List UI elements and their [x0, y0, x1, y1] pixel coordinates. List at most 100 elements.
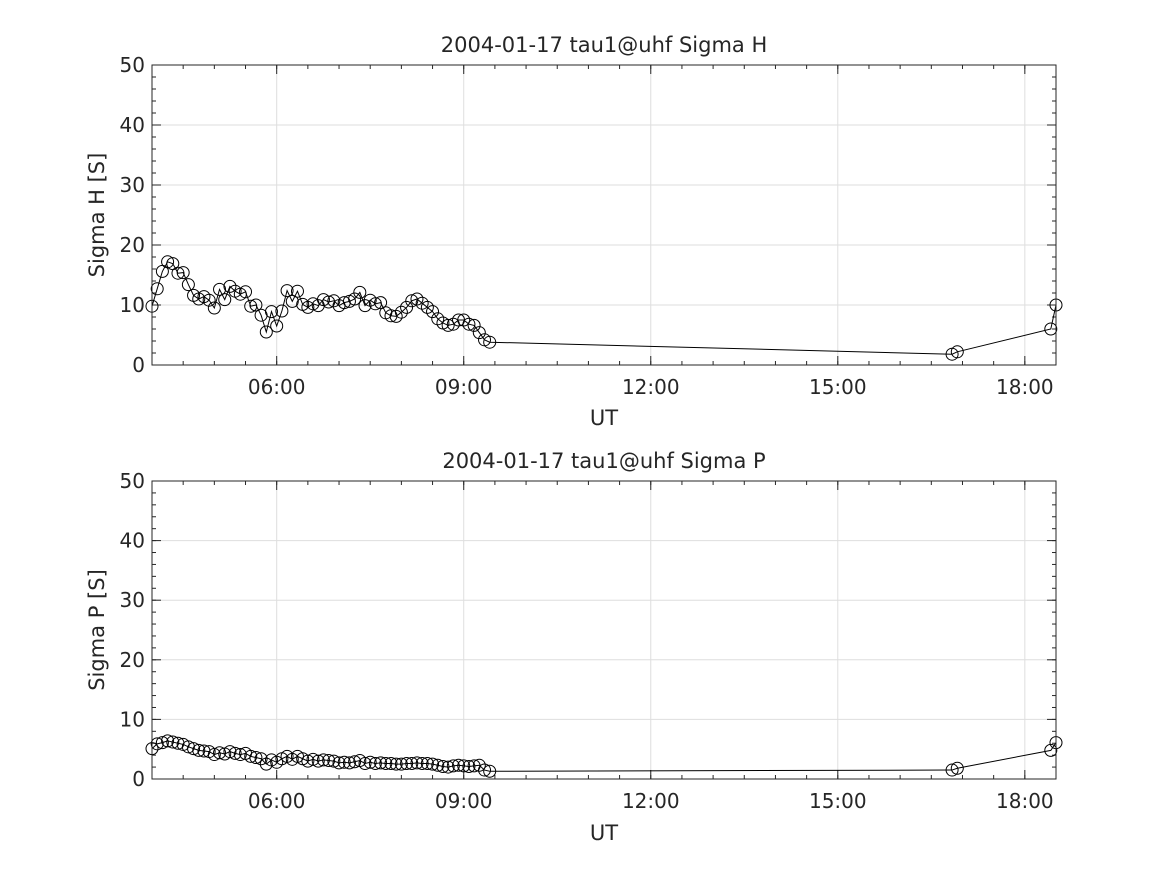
sigma-p-x-tick-label: 12:00: [622, 789, 680, 813]
sigma-p-data-point: [431, 758, 445, 772]
sigma-p-data-point: [394, 757, 408, 771]
sigma-h-y-tick-label: 10: [120, 293, 145, 317]
sigma-h-data-point: [207, 301, 221, 315]
sigma-h-data-point: [431, 312, 445, 326]
sigma-p-data-point: [472, 758, 486, 772]
sigma-p-axes-frame: [151, 480, 1057, 780]
sigma-p-series-line: [151, 740, 1057, 772]
sigma-p-data-point: [332, 756, 346, 770]
sigma-h-y-tick-label: 0: [132, 353, 145, 377]
sigma-p-data-point: [322, 754, 336, 768]
sigma-p-data-point: [316, 753, 330, 767]
sigma-p-data-point: [400, 757, 414, 770]
sigma-h-data-point: [259, 325, 273, 339]
sigma-p-data-point: [259, 757, 273, 771]
sigma-p-data-point: [150, 737, 164, 751]
sigma-p-data-point: [374, 756, 388, 770]
sigma-p-data-point: [301, 754, 315, 768]
sigma-p-ylabel: Sigma P [S]: [85, 569, 109, 691]
sigma-h-data-point: [270, 319, 284, 333]
sigma-h-series-line: [151, 261, 1057, 355]
sigma-p-y-tick-label: 30: [120, 588, 145, 612]
sigma-p-y-tick-label: 0: [132, 767, 145, 791]
sigma-h-data-point: [358, 299, 372, 313]
sigma-p-data-point: [368, 757, 382, 770]
sigma-p-data-point: [233, 748, 247, 762]
sigma-h-ylabel: Sigma H [S]: [85, 153, 109, 278]
sigma-h-data-point: [415, 296, 429, 310]
sigma-h-x-tick-label: 09:00: [435, 375, 493, 399]
sigma-p-data-point: [384, 757, 398, 770]
sigma-h-data-point: [394, 305, 408, 319]
sigma-h-data-point: [223, 279, 237, 293]
sigma-p-data-point: [389, 757, 403, 771]
sigma-h-data-point: [1044, 322, 1058, 336]
sigma-h-data-point: [161, 255, 175, 269]
sigma-h-data-point: [244, 299, 258, 313]
sigma-p-data-point: [457, 759, 471, 773]
sigma-h-data-point: [218, 293, 232, 307]
sigma-p-data-point: [348, 755, 362, 769]
sigma-p-axes-background: [152, 481, 1056, 779]
sigma-p-data-point: [436, 759, 450, 773]
sigma-p-data-point: [405, 757, 419, 770]
sigma-h-data-point: [441, 318, 455, 332]
sigma-p-data-point: [478, 763, 492, 777]
sigma-p-y-tick-label: 20: [120, 648, 145, 672]
sigma-p-plot: 2004-01-17 tau1@uhf Sigma P UT Sigma P […: [85, 449, 1063, 845]
sigma-h-y-tick-label: 50: [120, 53, 145, 77]
sigma-p-y-tick-label: 50: [120, 469, 145, 493]
sigma-h-plot: 2004-01-17 tau1@uhf Sigma H UT Sigma H […: [85, 33, 1063, 430]
sigma-h-data-point: [171, 266, 185, 280]
sigma-p-x-tick-label: 09:00: [435, 789, 493, 813]
sigma-p-y-tick-label: 10: [120, 707, 145, 731]
sigma-h-data-point: [950, 345, 964, 359]
sigma-h-x-tick-label: 18:00: [996, 375, 1054, 399]
sigma-p-data-point: [950, 761, 964, 775]
sigma-h-x-tick-label: 06:00: [248, 375, 306, 399]
sigma-h-data-point: [400, 300, 414, 314]
sigma-h-data-point: [405, 294, 419, 308]
sigma-h-data-point: [426, 305, 440, 319]
sigma-p-data-point: [244, 749, 258, 763]
sigma-p-data-point: [327, 754, 341, 768]
sigma-h-data-point: [275, 304, 289, 318]
sigma-p-data-point: [166, 735, 180, 749]
sigma-h-x-tick-label: 12:00: [622, 375, 680, 399]
sigma-h-axes-frame: [151, 64, 1057, 366]
sigma-h-data-point: [374, 296, 388, 310]
sigma-p-data-point: [342, 756, 356, 770]
sigma-p-x-tick-label: 18:00: [996, 789, 1054, 813]
sigma-h-data-point: [264, 305, 278, 319]
sigma-p-data-point: [420, 757, 434, 770]
sigma-h-data-point: [290, 284, 304, 298]
sigma-h-data-point: [462, 317, 476, 331]
sigma-p-axes-layer: [151, 480, 1057, 780]
sigma-p-data-point: [254, 752, 268, 766]
sigma-p-data-point: [426, 757, 440, 771]
sigma-p-data-point: [410, 756, 424, 770]
sigma-h-data-point: [457, 313, 471, 327]
sigma-p-data-point: [1044, 743, 1058, 757]
sigma-h-xlabel: UT: [590, 406, 618, 430]
sigma-h-data-point: [410, 292, 424, 306]
sigma-p-data-point: [207, 748, 221, 762]
sigma-p-data-point: [161, 734, 175, 748]
sigma-p-data-point: [379, 757, 393, 770]
sigma-p-data-point: [483, 764, 497, 778]
sigma-h-data-point: [327, 294, 341, 308]
sigma-h-data-point: [150, 282, 164, 296]
sigma-h-data-point: [483, 335, 497, 349]
sigma-h-data-point: [353, 285, 367, 299]
sigma-h-data-point: [467, 318, 481, 332]
sigma-p-x-tick-label: 06:00: [248, 789, 306, 813]
sigma-p-x-tick-label: 15:00: [809, 789, 867, 813]
sigma-p-title: 2004-01-17 tau1@uhf Sigma P: [442, 449, 765, 473]
sigma-p-data-point: [945, 763, 959, 777]
sigma-h-data-point: [213, 282, 227, 296]
sigma-h-y-tick-label: 40: [120, 113, 145, 137]
sigma-p-data-point: [446, 759, 460, 773]
sigma-p-data-point: [306, 752, 320, 766]
sigma-h-y-tick-label: 20: [120, 233, 145, 257]
